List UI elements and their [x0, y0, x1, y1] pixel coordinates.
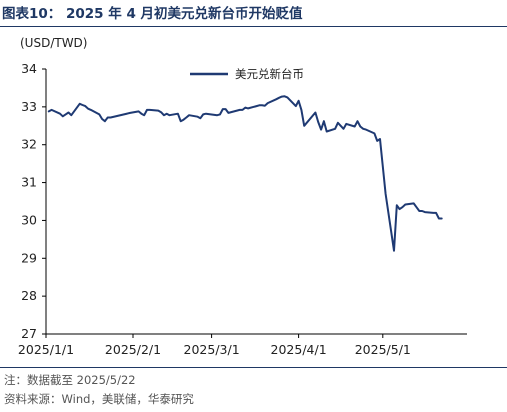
series-lines: [47, 95, 443, 252]
x-axis: 2025/1/1 2025/2/1 2025/3/1 2025/4/1 2025/5/1: [18, 333, 467, 357]
x-tick-label: 2025/2/1: [105, 342, 161, 357]
legend: 美元兑新台币: [190, 67, 304, 81]
y-tick-label: 30: [21, 212, 37, 227]
y-tick-label: 27: [21, 326, 37, 341]
data-note: 注：数据截至 2025/5/22: [4, 373, 136, 387]
series-line: [47, 95, 443, 252]
y-tick-label: 33: [21, 99, 37, 114]
y-axis: 27 28 29 30 31 32 33 34: [21, 61, 47, 341]
y-tick-label: 34: [21, 61, 37, 76]
legend-label: 美元兑新台币: [235, 67, 304, 81]
y-tick-label: 28: [21, 288, 37, 303]
x-tick-label: 2025/5/1: [355, 342, 411, 357]
chart-title: 图表10： 2025 年 4 月初美元兑新台币开始贬值: [2, 6, 303, 22]
y-tick-label: 29: [21, 250, 37, 265]
y-tick-label: 32: [21, 137, 37, 152]
x-tick-label: 2025/3/1: [184, 342, 240, 357]
x-tick-label: 2025/4/1: [271, 342, 327, 357]
source-note: 资料来源：Wind，美联储，华泰研究: [4, 392, 194, 406]
footer-divider: [0, 367, 507, 368]
y-axis-unit-label: (USD/TWD): [20, 36, 88, 50]
y-tick-label: 31: [21, 175, 37, 190]
x-tick-label: 2025/1/1: [18, 342, 74, 357]
title-divider: [0, 26, 507, 27]
